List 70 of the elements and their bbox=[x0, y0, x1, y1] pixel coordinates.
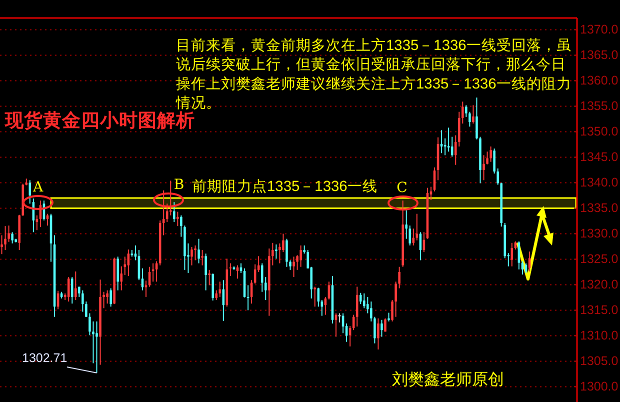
text: 现货黄金四小时图解析 bbox=[4, 110, 195, 132]
candlestick bbox=[278, 242, 281, 264]
annotation: C bbox=[396, 180, 408, 196]
y-tick-label: 1310.0 bbox=[580, 328, 618, 343]
annotation: B bbox=[174, 177, 184, 193]
candlestick bbox=[176, 211, 179, 227]
candlestick bbox=[482, 154, 485, 181]
y-tick-label: 1305.0 bbox=[580, 354, 618, 368]
candlestick bbox=[359, 292, 362, 305]
candlestick bbox=[201, 250, 204, 266]
candlestick bbox=[70, 276, 74, 304]
candlestick bbox=[11, 232, 14, 244]
candlestick bbox=[282, 233, 284, 253]
candlestick bbox=[384, 318, 386, 332]
candlestick bbox=[127, 249, 130, 277]
candlestick bbox=[74, 270, 77, 301]
candlestick bbox=[82, 290, 84, 312]
candlestick bbox=[289, 260, 292, 270]
y-tick-label: 1355.0 bbox=[580, 99, 618, 114]
y-tick-label: 1330.0 bbox=[580, 226, 618, 241]
y-tick-label: 1320.0 bbox=[580, 278, 618, 292]
candlestick bbox=[190, 246, 193, 266]
candlestick bbox=[144, 280, 148, 298]
candlestick bbox=[4, 226, 6, 251]
candlestick bbox=[0, 234, 3, 255]
y-tick-label: 1370.0 bbox=[580, 22, 618, 37]
candlestick bbox=[380, 319, 383, 338]
y-tick-label: 1325.0 bbox=[580, 252, 618, 266]
candlestick bbox=[490, 146, 492, 162]
y-tick-label: 1345.0 bbox=[580, 150, 618, 164]
y-tick-label: 1350.0 bbox=[580, 124, 618, 139]
candlestick bbox=[472, 104, 474, 124]
candlestick bbox=[67, 276, 70, 302]
candlestick bbox=[173, 202, 176, 222]
candlestick bbox=[300, 244, 302, 268]
candlestick bbox=[215, 290, 218, 301]
annotation: A bbox=[32, 180, 44, 196]
candlestick bbox=[275, 244, 278, 260]
annotation: 刘樊鑫老师原创 bbox=[392, 370, 504, 388]
candlestick bbox=[377, 318, 380, 350]
y-tick-label: 1340.0 bbox=[580, 176, 618, 190]
annotation: 1302.71 bbox=[22, 351, 68, 365]
band-label: 前期阻力点1335－1336一线 bbox=[192, 178, 378, 196]
candlestick bbox=[198, 238, 200, 264]
candlestick bbox=[204, 253, 207, 291]
candlestick bbox=[194, 244, 196, 261]
y-tick-label: 1365.0 bbox=[580, 48, 618, 62]
annotation: 目前来看，黄金前期多次在上方1335－1336一线受回落，虽说后续突破上行，但黄金依旧受阻承压回落下行，那么今日操作上刘樊鑫老师建议继续关注上方1335－1336一线的阻力情况。 bbox=[175, 37, 572, 112]
candlestick bbox=[208, 269, 210, 286]
y-tick-label: 1360.0 bbox=[580, 74, 618, 88]
candlestick bbox=[116, 256, 120, 291]
candlestick bbox=[286, 238, 288, 268]
candlestick bbox=[120, 266, 123, 291]
candlestick bbox=[218, 281, 222, 298]
y-tick-label: 1300.0 bbox=[580, 380, 618, 394]
candlestick bbox=[92, 320, 94, 364]
candlestick bbox=[356, 286, 358, 328]
candlestick bbox=[405, 210, 408, 240]
candlestick bbox=[96, 320, 98, 374]
candlestick bbox=[141, 268, 144, 291]
candlestick bbox=[106, 290, 108, 304]
candlestick bbox=[416, 213, 418, 241]
y-tick-label: 1335.0 bbox=[580, 201, 618, 216]
candlestick bbox=[292, 256, 295, 278]
candlestick bbox=[212, 272, 214, 302]
candlestick bbox=[110, 288, 112, 308]
candlestick bbox=[169, 180, 172, 216]
candlestick bbox=[314, 286, 316, 308]
y-tick-label: 1315.0 bbox=[580, 303, 618, 318]
candlestick bbox=[528, 251, 531, 272]
